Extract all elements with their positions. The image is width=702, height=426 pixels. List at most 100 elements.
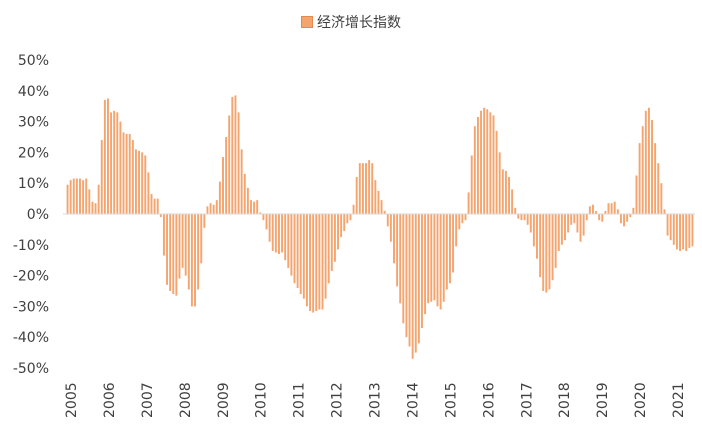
- bar: [445, 214, 448, 290]
- x-tick-label: 2019: [595, 382, 611, 418]
- bar: [567, 214, 570, 233]
- x-tick-label: 2006: [102, 382, 118, 418]
- bar: [69, 180, 72, 214]
- bar: [374, 180, 377, 214]
- bar: [365, 163, 367, 214]
- bar: [361, 163, 364, 214]
- bar: [389, 214, 392, 242]
- bar: [427, 214, 430, 304]
- bar: [91, 201, 94, 214]
- bar: [355, 177, 358, 214]
- y-tick-label: -20%: [13, 269, 49, 285]
- bar: [256, 200, 259, 214]
- bar: [439, 214, 442, 310]
- bar: [489, 112, 492, 214]
- bar: [554, 214, 557, 268]
- bar: [212, 204, 215, 214]
- bar: [436, 214, 439, 307]
- bar: [470, 155, 473, 214]
- x-tick-label: 2009: [216, 382, 232, 418]
- bar: [579, 214, 582, 242]
- bar: [380, 200, 383, 214]
- bar: [240, 149, 243, 214]
- bar: [243, 173, 246, 214]
- bar: [262, 214, 265, 221]
- bar: [172, 214, 175, 295]
- x-tick-label: 2016: [481, 382, 497, 418]
- x-tick-label: 2007: [140, 382, 156, 418]
- bar: [564, 214, 566, 241]
- bar: [271, 214, 274, 251]
- bar: [268, 214, 271, 242]
- bar: [103, 100, 106, 214]
- bar: [346, 214, 349, 224]
- bar: [576, 214, 579, 233]
- bar: [352, 204, 355, 214]
- bar: [175, 214, 178, 296]
- bar: [203, 214, 206, 228]
- bar: [532, 214, 535, 247]
- y-tick-label: 40%: [18, 84, 49, 100]
- bar: [265, 214, 268, 230]
- bar: [156, 198, 159, 214]
- bar: [88, 189, 91, 214]
- bar: [274, 214, 277, 253]
- bar: [548, 214, 551, 290]
- bar: [644, 110, 647, 214]
- bar: [430, 214, 433, 302]
- bar: [305, 214, 308, 307]
- bar: [573, 214, 576, 224]
- bar: [486, 109, 489, 214]
- bar: [604, 210, 607, 214]
- bar: [514, 207, 517, 214]
- bar: [290, 214, 293, 276]
- y-tick-label: -40%: [13, 330, 49, 346]
- bar: [178, 214, 181, 279]
- bar: [231, 96, 234, 214]
- bar: [408, 214, 411, 347]
- bar: [94, 203, 97, 214]
- bar: [321, 214, 324, 310]
- bar: [134, 149, 137, 214]
- bar: [343, 214, 346, 231]
- bar: [128, 133, 131, 214]
- bar: [66, 184, 69, 214]
- bar: [206, 206, 209, 214]
- bar: [607, 203, 610, 214]
- bar: [433, 214, 436, 301]
- bar: [588, 206, 591, 214]
- x-tick-label: 2020: [633, 382, 649, 418]
- bar: [190, 214, 193, 307]
- bar: [253, 201, 256, 214]
- bar: [529, 214, 532, 233]
- bar: [452, 214, 455, 273]
- bar: [278, 214, 280, 255]
- bar: [523, 214, 526, 221]
- bar: [480, 110, 483, 214]
- bar: [75, 178, 78, 214]
- bar: [150, 193, 153, 214]
- bar: [675, 214, 678, 250]
- bar: [169, 214, 172, 291]
- bar: [691, 214, 694, 247]
- bar: [299, 214, 302, 295]
- bar: [97, 184, 100, 214]
- bar: [582, 214, 585, 236]
- bar: [327, 214, 330, 284]
- bar: [542, 214, 545, 291]
- bar: [281, 214, 284, 253]
- bar: [200, 214, 203, 264]
- bar: [651, 120, 653, 214]
- bar: [632, 207, 635, 214]
- bar: [672, 214, 675, 245]
- bar: [284, 214, 287, 261]
- bar: [635, 175, 638, 214]
- bar: [107, 98, 109, 214]
- bar: [234, 95, 237, 214]
- bar: [222, 157, 224, 214]
- bar: [629, 214, 632, 218]
- bar: [417, 214, 420, 344]
- y-tick-label: -10%: [13, 238, 49, 254]
- x-tick-label: 2015: [443, 382, 459, 418]
